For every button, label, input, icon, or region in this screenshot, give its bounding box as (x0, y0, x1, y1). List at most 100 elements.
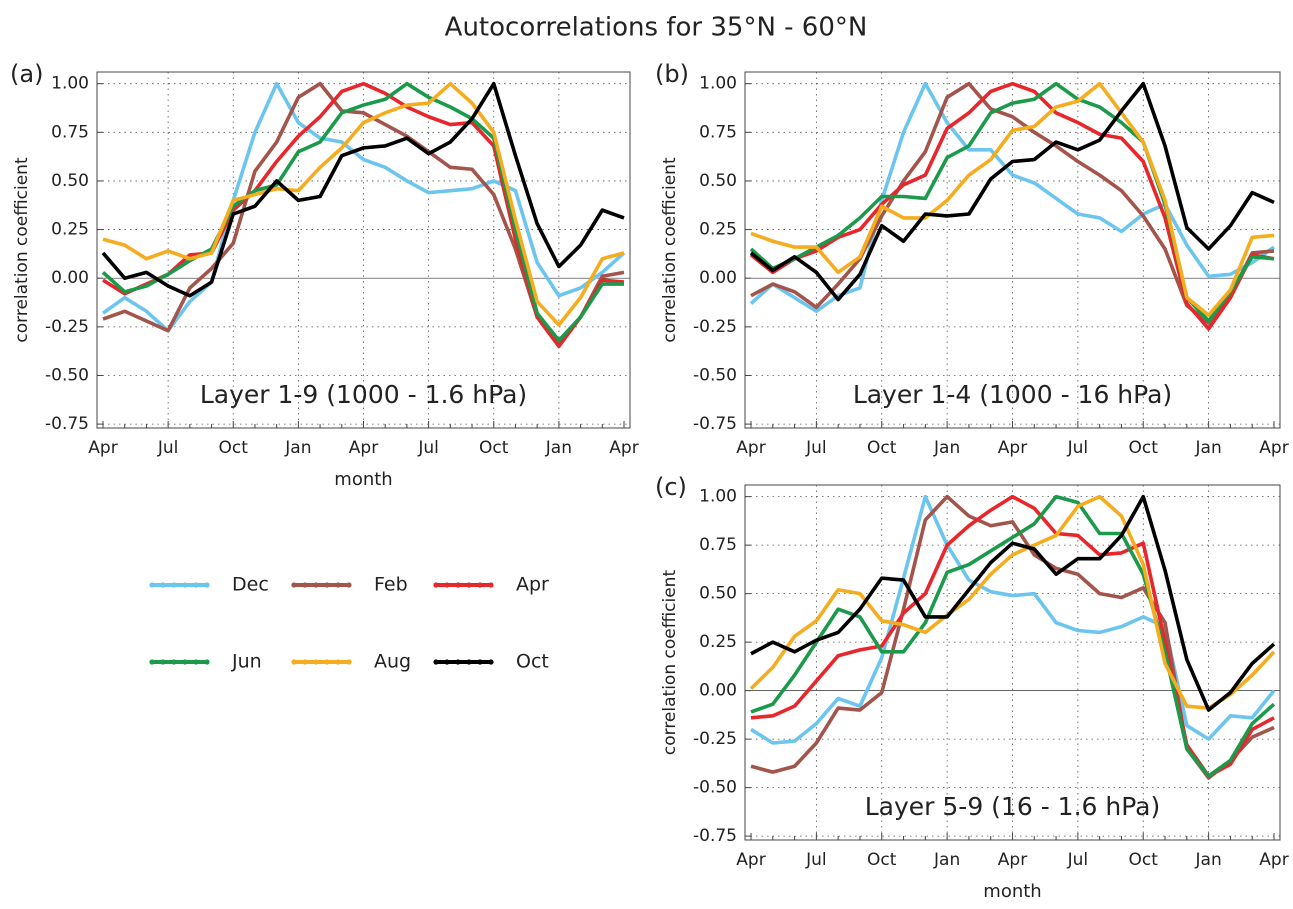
y-tick-label: -0.25 (693, 317, 737, 337)
legend-marker (488, 659, 494, 665)
annotation: Layer 1-9 (1000 - 1.6 hPa) (200, 380, 527, 409)
legend-marker (160, 659, 166, 665)
y-tick-label: 0.00 (699, 268, 737, 288)
series-line (750, 494, 1276, 745)
series-line (749, 81, 1276, 314)
x-tick-label: Oct (1129, 850, 1159, 870)
series-line (749, 81, 1275, 302)
x-tick-label: Apr (998, 438, 1027, 458)
y-tick-label: -0.25 (45, 317, 89, 337)
y-tick-label: -0.50 (45, 365, 89, 385)
legend-marker (444, 659, 450, 665)
plot-frame (744, 484, 1281, 841)
legend-marker (335, 659, 341, 665)
series-line (749, 494, 1276, 710)
plot-frame (96, 71, 631, 429)
y-tick-label: 0.50 (699, 584, 737, 604)
series-line (750, 494, 1276, 712)
legend-marker (477, 659, 483, 665)
legend-marker (466, 659, 472, 665)
y-tick-label: -0.75 (693, 414, 737, 434)
legend-label: Jun (231, 651, 262, 673)
panel-label: (a) (10, 60, 43, 88)
series-line (102, 81, 625, 327)
legend-marker (171, 582, 177, 588)
y-tick-label: 0.75 (51, 122, 89, 142)
series-line (750, 81, 1275, 317)
panel-label: (b) (655, 60, 689, 88)
legend-marker (149, 582, 155, 588)
y-axis-label: correlation coefficient (660, 157, 680, 343)
y-tick-label: 0.25 (699, 220, 737, 240)
legend-marker (171, 659, 177, 665)
y-tick-label: -0.50 (693, 778, 737, 798)
series-line (749, 81, 1275, 323)
y-tick-label: 0.25 (51, 220, 89, 240)
x-tick-label: Oct (1129, 438, 1159, 458)
legend-marker (335, 582, 341, 588)
x-tick-label: Apr (998, 850, 1027, 870)
plot-frame (744, 71, 1281, 429)
y-tick-label: 1.00 (699, 74, 737, 94)
legend-marker (291, 659, 297, 665)
y-tick-label: 1.00 (699, 487, 737, 507)
series-line (101, 81, 626, 333)
legend-marker (346, 659, 352, 665)
legend-marker (488, 582, 494, 588)
x-tick-label: Jan (1195, 438, 1222, 458)
legend-marker (204, 659, 210, 665)
x-tick-label: Jan (933, 850, 960, 870)
x-tick-label: Oct (867, 438, 897, 458)
x-tick-label: Apr (736, 850, 765, 870)
annotation: Layer 5-9 (16 - 1.6 hPa) (865, 792, 1160, 821)
legend-label: Feb (374, 574, 408, 596)
y-tick-label: -0.50 (693, 365, 737, 385)
x-tick-label: Jul (805, 438, 827, 458)
series-line (750, 494, 1276, 778)
legend-marker (182, 659, 188, 665)
x-tick-label: Jul (417, 438, 439, 458)
x-tick-label: Apr (1259, 438, 1288, 458)
y-axis-label: correlation coefficient (660, 570, 680, 756)
legend-label: Dec (232, 574, 269, 596)
series-line (101, 81, 625, 298)
x-tick-label: Apr (736, 438, 765, 458)
legend-marker (455, 582, 461, 588)
x-tick-label: Apr (88, 438, 117, 458)
legend-marker (444, 582, 450, 588)
legend-marker (291, 582, 297, 588)
legend-marker (193, 659, 199, 665)
y-tick-label: -0.75 (45, 414, 89, 434)
legend-marker (149, 659, 155, 665)
legend-label: Oct (516, 651, 549, 673)
legend-marker (466, 582, 472, 588)
y-tick-label: 0.50 (699, 171, 737, 191)
legend-marker (302, 582, 308, 588)
legend-marker (477, 582, 483, 588)
legend-marker (302, 659, 308, 665)
y-tick-label: -0.25 (693, 729, 737, 749)
legend-marker (182, 582, 188, 588)
legend-marker (324, 582, 330, 588)
x-tick-label: Jan (1195, 850, 1222, 870)
x-axis-label: month (334, 469, 392, 490)
legend-marker (313, 659, 319, 665)
legend-marker (346, 582, 352, 588)
x-tick-label: Jul (805, 850, 827, 870)
x-tick-label: Jul (1067, 850, 1089, 870)
legend-marker (455, 659, 461, 665)
legend-label: Apr (516, 574, 549, 596)
y-tick-label: 1.00 (51, 74, 89, 94)
legend-marker (433, 659, 439, 665)
legend-marker (193, 582, 199, 588)
x-tick-label: Jan (545, 438, 572, 458)
series-line (101, 81, 624, 343)
x-tick-label: Oct (867, 850, 897, 870)
series-line (102, 81, 625, 349)
x-tick-label: Oct (479, 438, 509, 458)
panel-label: (c) (655, 473, 687, 501)
y-tick-label: -0.75 (693, 826, 737, 846)
annotation: Layer 1-4 (1000 - 16 hPa) (853, 380, 1172, 409)
x-tick-label: Apr (349, 438, 378, 458)
